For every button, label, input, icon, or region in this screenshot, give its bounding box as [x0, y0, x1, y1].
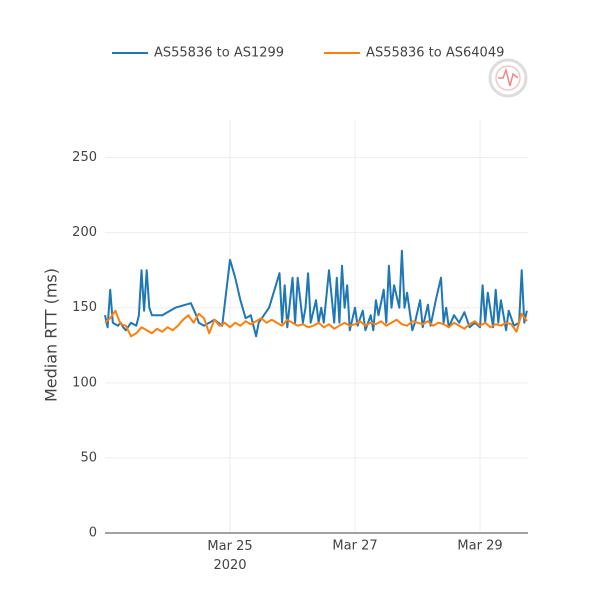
y-tick-label: 100 [72, 375, 97, 390]
series-line [104, 309, 528, 338]
legend-label: AS55836 to AS1299 [154, 46, 284, 61]
y-tick-label: 200 [72, 225, 97, 240]
y-axis-label: Median RTT (ms) [42, 268, 61, 402]
legend: AS55836 to AS1299 AS55836 to AS64049 [112, 46, 504, 61]
legend-label: AS55836 to AS64049 [366, 46, 504, 61]
x-tick-label: Mar 29 [457, 539, 502, 554]
x-tick-label: Mar 27 [332, 539, 377, 554]
y-tick-label: 250 [72, 150, 97, 165]
series-line [104, 249, 528, 338]
x-tick-label: Mar 25 2020 [207, 539, 252, 573]
y-tick-label: 50 [80, 450, 97, 465]
y-tick-label: 0 [89, 526, 97, 541]
logo [488, 58, 528, 98]
y-tick-label: 150 [72, 300, 97, 315]
